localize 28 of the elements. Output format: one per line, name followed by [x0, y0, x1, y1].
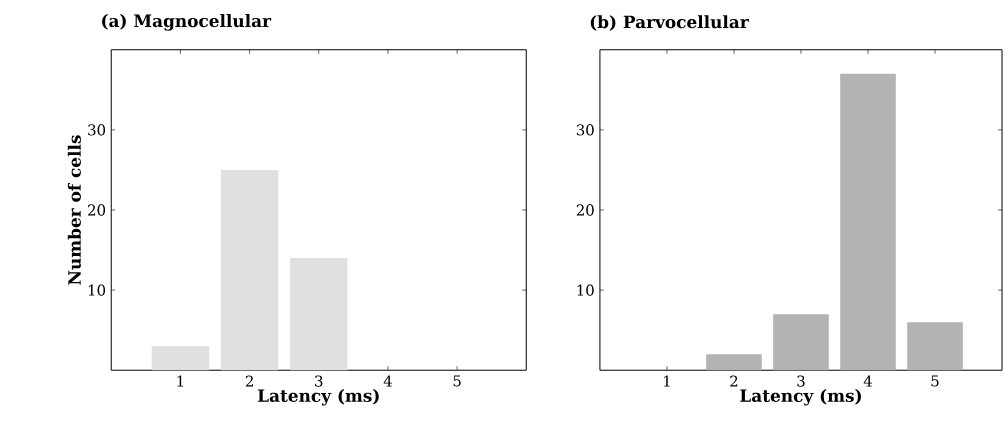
x-tick-label: 2 — [730, 375, 738, 387]
x-tick-label: 3 — [315, 375, 323, 387]
y-tick-label: 20 — [576, 204, 594, 216]
chart-title: (b) Parvocellular — [590, 15, 749, 31]
x-axis-title: Latency (ms) — [740, 388, 861, 406]
x-tick-label: 5 — [453, 375, 461, 387]
y-axis-title: Number of cells — [67, 135, 81, 285]
x-tick-label: 2 — [245, 375, 253, 387]
x-tick-label: 1 — [177, 375, 184, 387]
bar — [907, 322, 963, 371]
y-tick-label: 30 — [576, 124, 594, 136]
x-tick-label: 5 — [931, 375, 939, 387]
x-tick-label: 3 — [797, 375, 805, 387]
y-tick-label: 10 — [88, 284, 106, 296]
chart-title: (a) Magnocellular — [102, 14, 272, 31]
x-tick-label: 4 — [863, 375, 872, 387]
bar — [151, 346, 210, 371]
bar — [220, 169, 279, 371]
x-tick-label: 4 — [383, 375, 392, 387]
x-axis-title: Latency (ms) — [257, 388, 379, 406]
x-tick-label: 1 — [664, 375, 670, 387]
y-tick-label: 30 — [88, 124, 106, 136]
y-tick-label: 10 — [577, 284, 594, 296]
y-tick-label: 20 — [88, 204, 106, 216]
bar — [290, 258, 348, 371]
bar — [706, 354, 762, 371]
bar — [773, 314, 829, 371]
bar — [840, 73, 896, 371]
